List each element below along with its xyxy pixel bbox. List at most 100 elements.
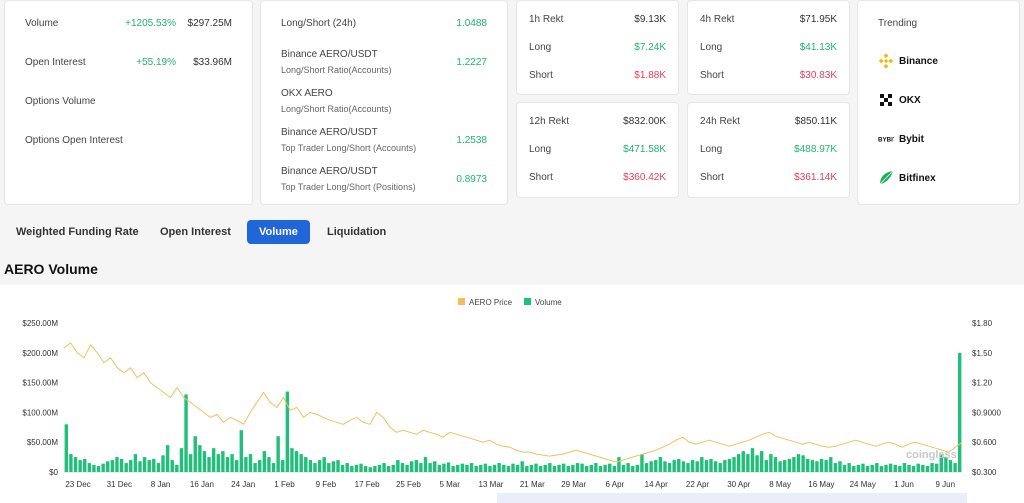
stat-change: +1205.53% xyxy=(125,18,176,29)
volume-bar xyxy=(667,463,672,472)
volume-bar xyxy=(746,454,750,472)
y-left-tick-label: $250.00M xyxy=(22,319,58,328)
volume-bar xyxy=(759,451,764,472)
volume-bar xyxy=(575,463,580,472)
tab-weighted-funding-rate[interactable]: Weighted Funding Rate xyxy=(16,226,139,238)
stat-label: Volume xyxy=(25,18,59,29)
volume-bar xyxy=(106,461,110,472)
volume-bar xyxy=(258,460,262,472)
volume-bar xyxy=(806,458,810,472)
volume-bar xyxy=(543,464,547,472)
x-tick-label: 30 Apr xyxy=(727,480,750,489)
rekt-long-label: Long xyxy=(529,42,552,53)
volume-bar xyxy=(861,463,865,472)
volume-bar xyxy=(92,464,96,472)
volume-bar xyxy=(787,458,792,472)
volume-bar xyxy=(175,464,179,472)
volume-bar xyxy=(916,463,920,472)
tab-open-interest[interactable]: Open Interest xyxy=(160,226,231,238)
range-slider[interactable] xyxy=(497,493,967,503)
volume-bar xyxy=(327,463,331,472)
x-tick-label: 8 Jan xyxy=(151,480,171,489)
trending-item-bitfinex[interactable]: Bitfinex xyxy=(878,169,936,187)
volume-bar xyxy=(552,466,557,472)
volume-bar xyxy=(304,457,308,472)
volume-chart-svg: AERO Price Volume $0 $50.00M $100.00M $150.00… xyxy=(22,298,1001,503)
volume-bar xyxy=(419,463,423,472)
volume-bar xyxy=(124,463,128,472)
stat-label: Options Open Interest xyxy=(25,135,123,146)
ratio-value: 1.0488 xyxy=(456,18,487,29)
tab-liquidation[interactable]: Liquidation xyxy=(327,226,387,238)
volume-bar xyxy=(750,448,755,472)
volume-bar xyxy=(211,448,216,472)
volume-bar xyxy=(709,458,713,472)
volume-bar xyxy=(944,457,948,472)
x-tick-label: 21 Mar xyxy=(520,480,545,489)
legend-label: AERO Price xyxy=(469,298,513,307)
rekt-card-4h: 4h Rekt $71.95K Long $41.13K Short $30.83K xyxy=(687,0,850,95)
volume-bar xyxy=(769,454,773,472)
volume-bar xyxy=(783,460,787,472)
volume-bar xyxy=(221,451,225,472)
y-left-tick-label: $0 xyxy=(49,468,58,477)
volume-bar xyxy=(833,463,838,472)
trending-item-okx[interactable]: OKX xyxy=(878,91,921,109)
volume-bar xyxy=(723,460,727,472)
volume-bar xyxy=(626,463,630,472)
volume-bar xyxy=(451,466,455,472)
page-title: AERO Volume xyxy=(4,261,98,277)
volume-bar xyxy=(621,464,626,472)
volume-bar xyxy=(299,454,303,472)
trending-item-bybit[interactable]: BYBIT Bybit xyxy=(878,130,924,148)
y-right-tick-label: $1.80 xyxy=(972,319,993,328)
volume-bar xyxy=(161,455,165,472)
volume-bar xyxy=(262,451,267,472)
volume-bar xyxy=(446,462,451,472)
volume-bar xyxy=(267,457,271,472)
volume-bar xyxy=(96,466,101,472)
tab-volume[interactable]: Volume xyxy=(247,220,310,244)
y-left-tick-label: $200.00M xyxy=(22,349,58,358)
volume-bar xyxy=(884,464,888,472)
volume-bar xyxy=(101,463,105,472)
volume-bar xyxy=(644,463,649,472)
volume-bar xyxy=(824,460,828,472)
volume-bar xyxy=(594,463,598,472)
volume-bar xyxy=(736,454,741,472)
rekt-total: $850.11K xyxy=(794,116,837,127)
volume-bar xyxy=(948,460,953,472)
trending-title: Trending xyxy=(878,18,918,29)
x-tick-label: 24 Jan xyxy=(231,480,255,489)
volume-bar xyxy=(285,391,290,472)
rekt-long-value: $7.24K xyxy=(634,42,666,53)
volume-bar xyxy=(386,466,391,472)
volume-bar xyxy=(911,466,916,472)
ratio-value: 1.2227 xyxy=(456,57,487,68)
x-tick-label: 9 Jun xyxy=(936,480,956,489)
trending-item-binance[interactable]: Binance xyxy=(878,52,938,70)
volume-bar xyxy=(433,461,437,472)
volume-bar xyxy=(580,463,584,472)
rekt-total: $9.13K xyxy=(634,14,666,25)
volume-bar xyxy=(608,463,612,472)
volume-bar xyxy=(188,454,193,472)
volume-bar xyxy=(598,466,603,472)
rekt-long-label: Long xyxy=(700,144,723,155)
x-tick-label: 17 Feb xyxy=(355,480,380,489)
volume-bar xyxy=(368,467,372,472)
rekt-title: 1h Rekt xyxy=(529,14,564,25)
rekt-long-value: $471.58K xyxy=(623,144,666,155)
bitfinex-icon xyxy=(878,170,894,186)
volume-bar xyxy=(677,458,681,472)
y-right-tick-label: $0.9000 xyxy=(972,408,1001,417)
volume-bar xyxy=(907,464,911,472)
volume-bar xyxy=(506,466,511,472)
trending-item-label: Binance xyxy=(899,55,938,67)
volume-bar xyxy=(253,463,257,472)
legend-label: Volume xyxy=(535,298,562,307)
rekt-short-value: $360.42K xyxy=(623,172,666,183)
volume-bar xyxy=(345,463,349,472)
rekt-short-label: Short xyxy=(529,70,553,81)
x-tick-label: 16 Jan xyxy=(190,480,214,489)
